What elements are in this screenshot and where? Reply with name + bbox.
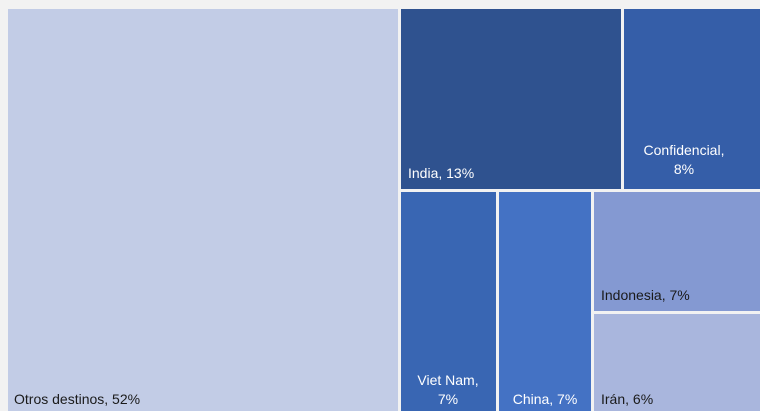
tile-confidencial [624,9,760,189]
tile-label-india: India, 13% [408,165,474,181]
tile-label-viet-nam: Viet Nam, 7% [417,372,478,407]
tile-india [401,9,621,189]
tile-china [499,192,591,411]
tile-label-otros-destinos: Otros destinos, 52% [14,391,140,407]
tile-label-indonesia: Indonesia, 7% [601,287,690,303]
treemap-tiles: Otros destinos, 52% India, 13% Confidencia… [8,9,760,411]
tile-viet-nam [401,192,496,411]
tile-label-iran: Irán, 6% [601,391,653,407]
tile-otros-destinos [8,9,398,411]
tile-iran [594,314,760,411]
tile-label-confidencial: Confidencial, 8% [644,142,725,177]
tile-label-china: China, 7% [513,391,578,407]
tile-indonesia [594,192,760,311]
